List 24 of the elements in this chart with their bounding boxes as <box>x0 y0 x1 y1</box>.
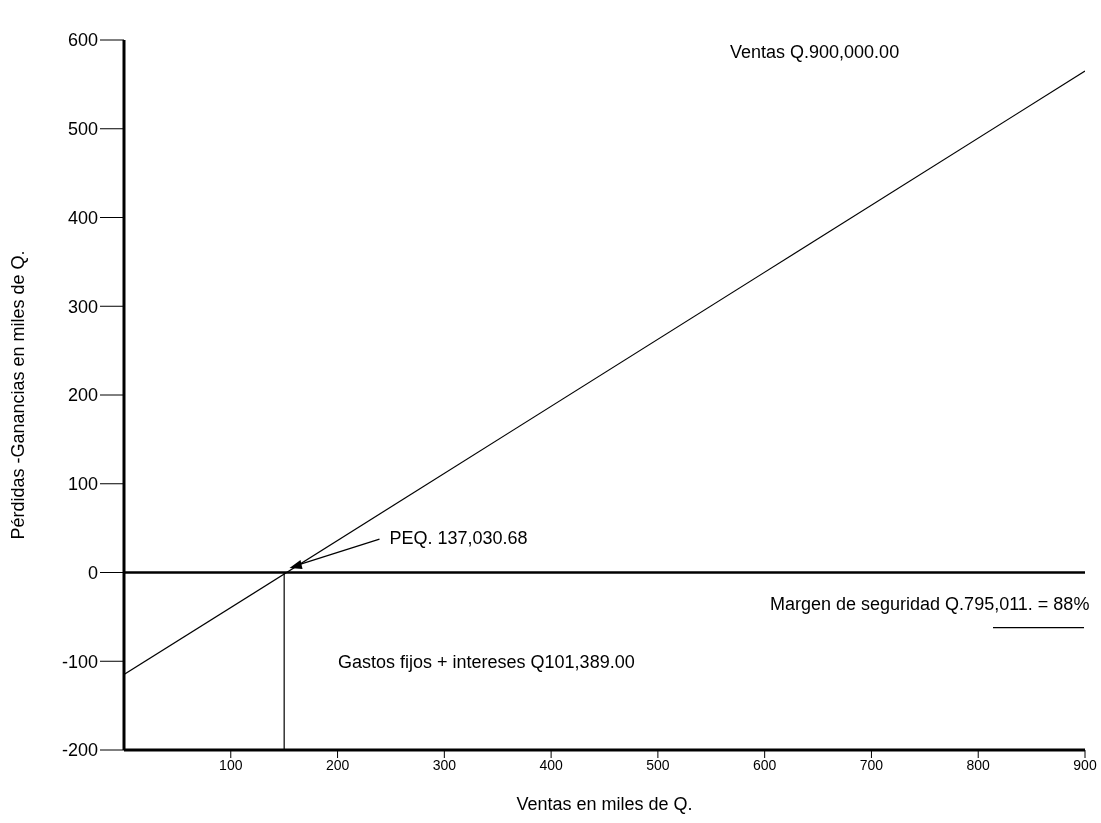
x-axis-title: Ventas en miles de Q. <box>516 794 693 814</box>
x-tick-label: 700 <box>859 756 884 773</box>
y-tick-label: 400 <box>67 207 98 228</box>
x-tick-label: 100 <box>219 756 243 773</box>
x-tick-label: 300 <box>432 756 457 773</box>
x-tick-label: 400 <box>539 756 563 773</box>
annotation: Margen de seguridad Q.795,011. = 88% <box>770 594 1090 614</box>
x-tick-label: 600 <box>752 756 777 773</box>
x-tick-label: 800 <box>966 756 991 773</box>
x-tick-label: 900 <box>1073 756 1097 773</box>
y-tick-label: 200 <box>67 385 98 406</box>
y-tick-label: 0 <box>87 562 98 583</box>
y-tick-label: -200 <box>61 740 98 761</box>
annotation: PEQ. 137,030.68 <box>389 528 528 549</box>
y-axis-title: Pérdidas -Ganancias en miles de Q. <box>8 250 29 540</box>
y-tick-label: 300 <box>67 296 98 317</box>
x-tick-label: 500 <box>646 756 670 773</box>
y-tick-label: 100 <box>67 474 98 495</box>
y-tick-label: -100 <box>61 651 98 672</box>
y-tick-label: 600 <box>67 30 98 51</box>
annotation: Gastos fijos + intereses Q101,389.00 <box>338 652 635 672</box>
annotation: Ventas Q.900,000.00 <box>730 42 900 62</box>
y-tick-label: 500 <box>67 119 98 140</box>
x-tick-label: 200 <box>325 756 350 773</box>
